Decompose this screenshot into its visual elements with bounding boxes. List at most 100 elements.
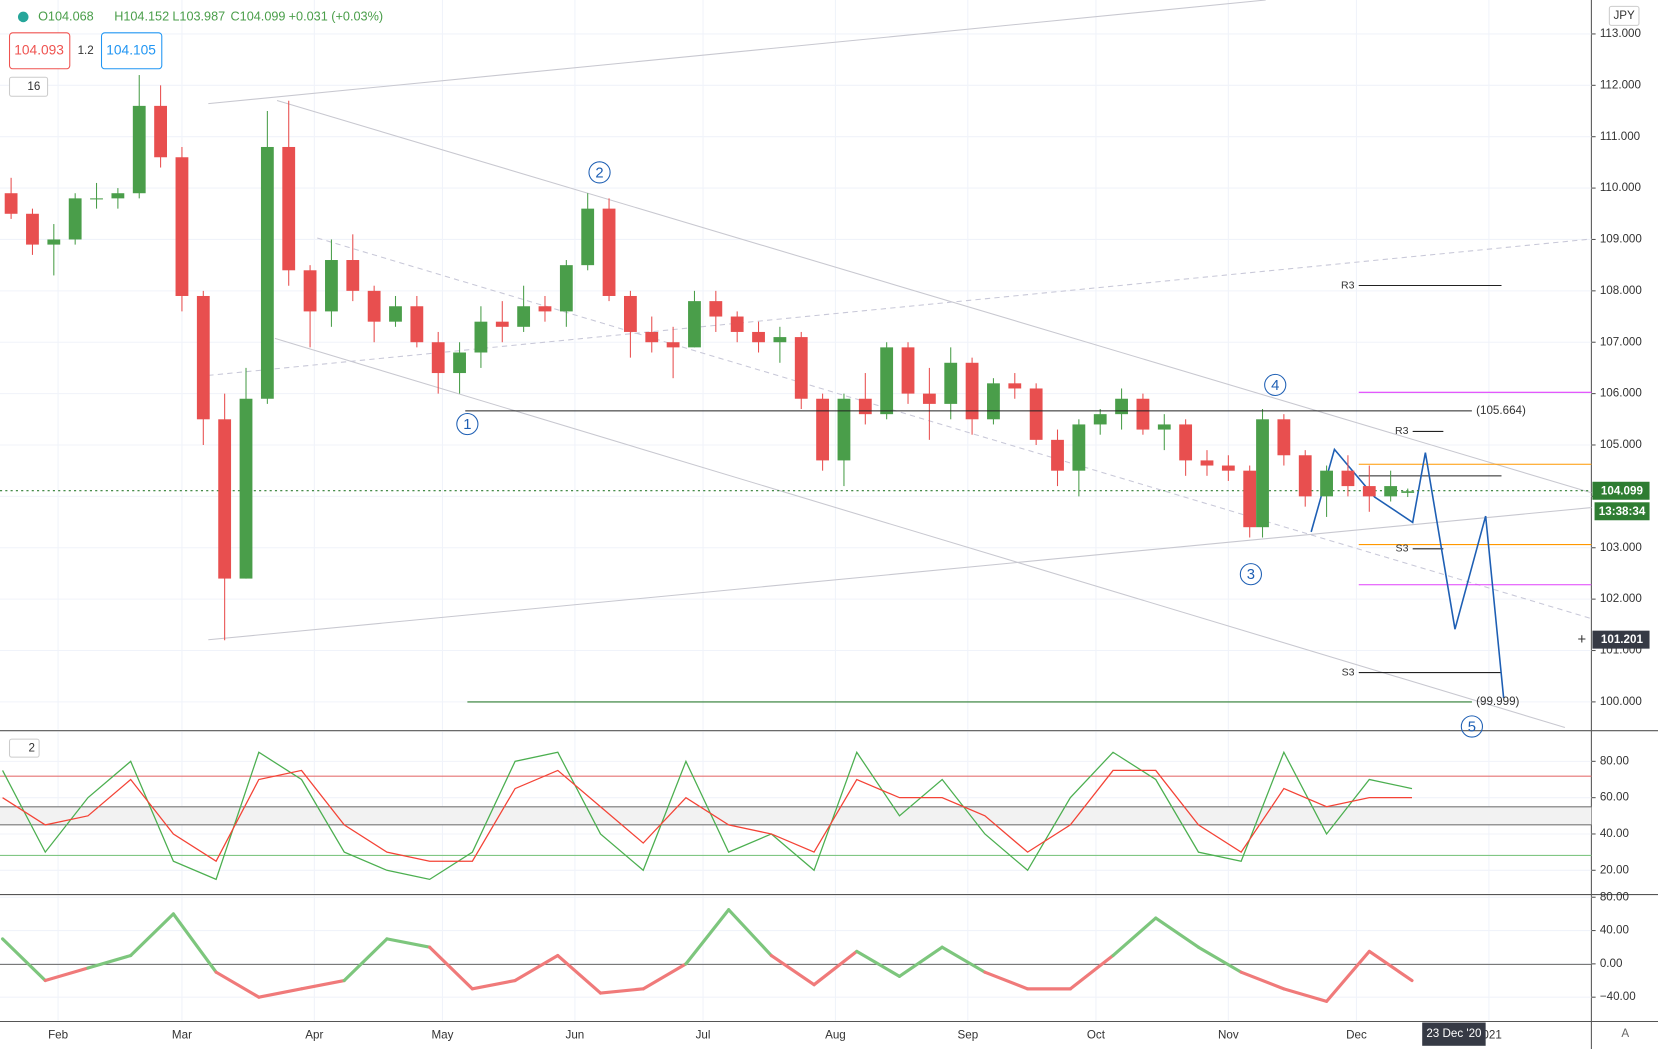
x-tick-label: May bbox=[431, 1028, 453, 1041]
candle-body bbox=[517, 306, 531, 327]
ohlc-low: L103.987 bbox=[172, 9, 225, 23]
ohlc-close: C104.099 bbox=[231, 9, 286, 23]
momentum-segment bbox=[513, 953, 560, 983]
candle-body bbox=[26, 213, 39, 245]
cursor-date-box bbox=[1422, 1022, 1486, 1046]
wave-circle bbox=[588, 161, 611, 184]
y-tick-label: 80.00 bbox=[1600, 890, 1630, 903]
momentum-segment bbox=[1239, 970, 1286, 991]
candle-body bbox=[132, 105, 146, 194]
indicators-count[interactable]: 2 bbox=[28, 742, 34, 755]
momentum-segment bbox=[641, 962, 688, 991]
indicators-count[interactable]: 16 bbox=[27, 80, 40, 93]
candle-body bbox=[1072, 424, 1086, 471]
spread: 1.2 bbox=[78, 44, 94, 57]
momentum-segment bbox=[727, 908, 773, 958]
candle-body bbox=[645, 331, 659, 343]
momentum-segment bbox=[556, 953, 603, 995]
candle-body bbox=[218, 419, 232, 579]
candle-body bbox=[1277, 419, 1291, 456]
candle-body bbox=[1243, 470, 1257, 528]
candle-body bbox=[1093, 414, 1107, 425]
indicators-toggle[interactable] bbox=[8, 738, 40, 758]
candle-body bbox=[1008, 383, 1022, 389]
y-tick-label: 111.000 bbox=[1600, 130, 1641, 143]
momentum-segment bbox=[470, 978, 517, 991]
wave-label: 1 bbox=[463, 417, 471, 433]
wave-label: 5 bbox=[1468, 719, 1476, 735]
candle-body bbox=[666, 342, 680, 348]
candle-body bbox=[559, 265, 573, 312]
candle-body bbox=[431, 342, 445, 374]
cursor-date: 23 Dec '20 bbox=[1426, 1027, 1482, 1040]
y-tick-label: 107.000 bbox=[1600, 335, 1643, 348]
candle-body bbox=[1320, 470, 1333, 497]
candle-body bbox=[1029, 388, 1043, 440]
momentum-segment bbox=[129, 912, 175, 958]
crosshair-box bbox=[1592, 630, 1650, 649]
buy-button[interactable] bbox=[100, 32, 163, 70]
crosshair-price: 101.201 bbox=[1601, 633, 1644, 646]
wave-label: 4 bbox=[1271, 378, 1279, 394]
ohlc-change: +0.031 (+0.03%) bbox=[289, 9, 383, 23]
level-label: (99.999) bbox=[1476, 695, 1519, 708]
auto-scale[interactable]: A bbox=[1621, 1027, 1629, 1040]
y-tick-label: 105.000 bbox=[1600, 438, 1643, 451]
candle-body bbox=[987, 383, 1000, 420]
oscillator-line bbox=[2, 769, 1413, 863]
candle-body bbox=[1221, 465, 1235, 471]
pivot-label: S3 bbox=[1342, 666, 1355, 678]
ohlc-high: H104.152 bbox=[114, 9, 169, 23]
candle-body bbox=[922, 393, 936, 404]
buy-price[interactable]: 104.105 bbox=[106, 42, 156, 57]
momentum-segment bbox=[1111, 916, 1158, 958]
pivot-label: R3 bbox=[1341, 279, 1355, 291]
wave-circle bbox=[1460, 715, 1484, 738]
sell-button[interactable] bbox=[8, 32, 71, 70]
y-tick-label: −40.00 bbox=[1600, 990, 1636, 1003]
oscillator-line bbox=[2, 750, 1413, 881]
currency[interactable]: JPY bbox=[1613, 9, 1635, 22]
indicators-toggle[interactable] bbox=[8, 76, 49, 97]
candle-body bbox=[709, 301, 723, 317]
y-tick-label: 40.00 bbox=[1600, 827, 1630, 840]
y-tick-label: 102.000 bbox=[1600, 592, 1643, 605]
candle-body bbox=[495, 321, 509, 327]
candle-body bbox=[688, 301, 701, 348]
x-tick-label: Jul bbox=[696, 1028, 711, 1041]
y-tick-label: 106.000 bbox=[1600, 387, 1643, 400]
currency-box[interactable] bbox=[1608, 5, 1640, 26]
candle-body bbox=[730, 316, 744, 332]
momentum-segment bbox=[171, 912, 218, 974]
candle-body bbox=[1051, 439, 1064, 471]
candle-body bbox=[602, 208, 616, 296]
last-price: 104.099 bbox=[1601, 484, 1644, 497]
y-tick-label: 60.00 bbox=[1600, 791, 1630, 804]
wave-label: 3 bbox=[1247, 567, 1255, 583]
wave-labels bbox=[456, 161, 1484, 738]
y-tick-label: 0.00 bbox=[1600, 957, 1623, 970]
trend-line bbox=[208, 507, 1592, 641]
candle-body bbox=[837, 398, 851, 461]
sell-price[interactable]: 104.093 bbox=[14, 42, 64, 57]
y-tick-label: 108.000 bbox=[1600, 284, 1643, 297]
momentum-segment bbox=[1068, 953, 1115, 991]
momentum-segment bbox=[855, 949, 902, 978]
candle-body bbox=[1384, 486, 1398, 497]
candle-body bbox=[346, 260, 360, 291]
y-tick-label: 109.000 bbox=[1600, 233, 1643, 246]
y-tick-label: 40.00 bbox=[1600, 924, 1630, 937]
momentum-segment bbox=[299, 978, 346, 991]
wave-texts: 1 2 3 4 5 bbox=[463, 165, 1476, 735]
candle-body bbox=[1157, 424, 1171, 430]
momentum-segment bbox=[1154, 916, 1201, 949]
y-tick-label: 110.000 bbox=[1600, 181, 1642, 194]
momentum-segment bbox=[385, 937, 432, 949]
y-tick-label: 113.000 bbox=[1600, 27, 1642, 40]
momentum-segment bbox=[86, 953, 133, 970]
momentum-segment bbox=[342, 937, 389, 983]
status-dot bbox=[17, 11, 29, 23]
candle-body bbox=[453, 352, 466, 374]
